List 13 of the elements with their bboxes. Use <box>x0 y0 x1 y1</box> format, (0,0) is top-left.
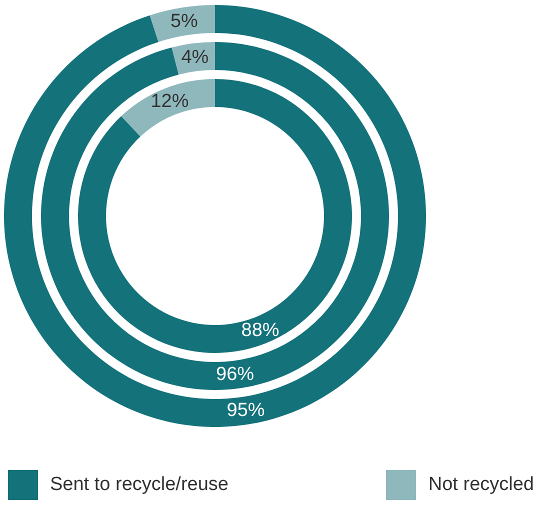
data-label: 4% <box>181 46 209 68</box>
donut-slice <box>78 79 352 353</box>
data-label: 96% <box>216 364 254 386</box>
legend-label: Sent to recycle/reuse <box>50 474 228 496</box>
donut-slice <box>121 79 215 137</box>
donut-slice <box>41 42 389 390</box>
data-label: 5% <box>170 10 198 32</box>
donut-slice <box>150 5 215 42</box>
data-label: 88% <box>241 320 280 341</box>
legend-label: Not recycled <box>428 474 534 496</box>
donut-slice <box>4 5 426 427</box>
data-label: 12% <box>150 91 189 112</box>
data-label: 95% <box>226 400 265 422</box>
